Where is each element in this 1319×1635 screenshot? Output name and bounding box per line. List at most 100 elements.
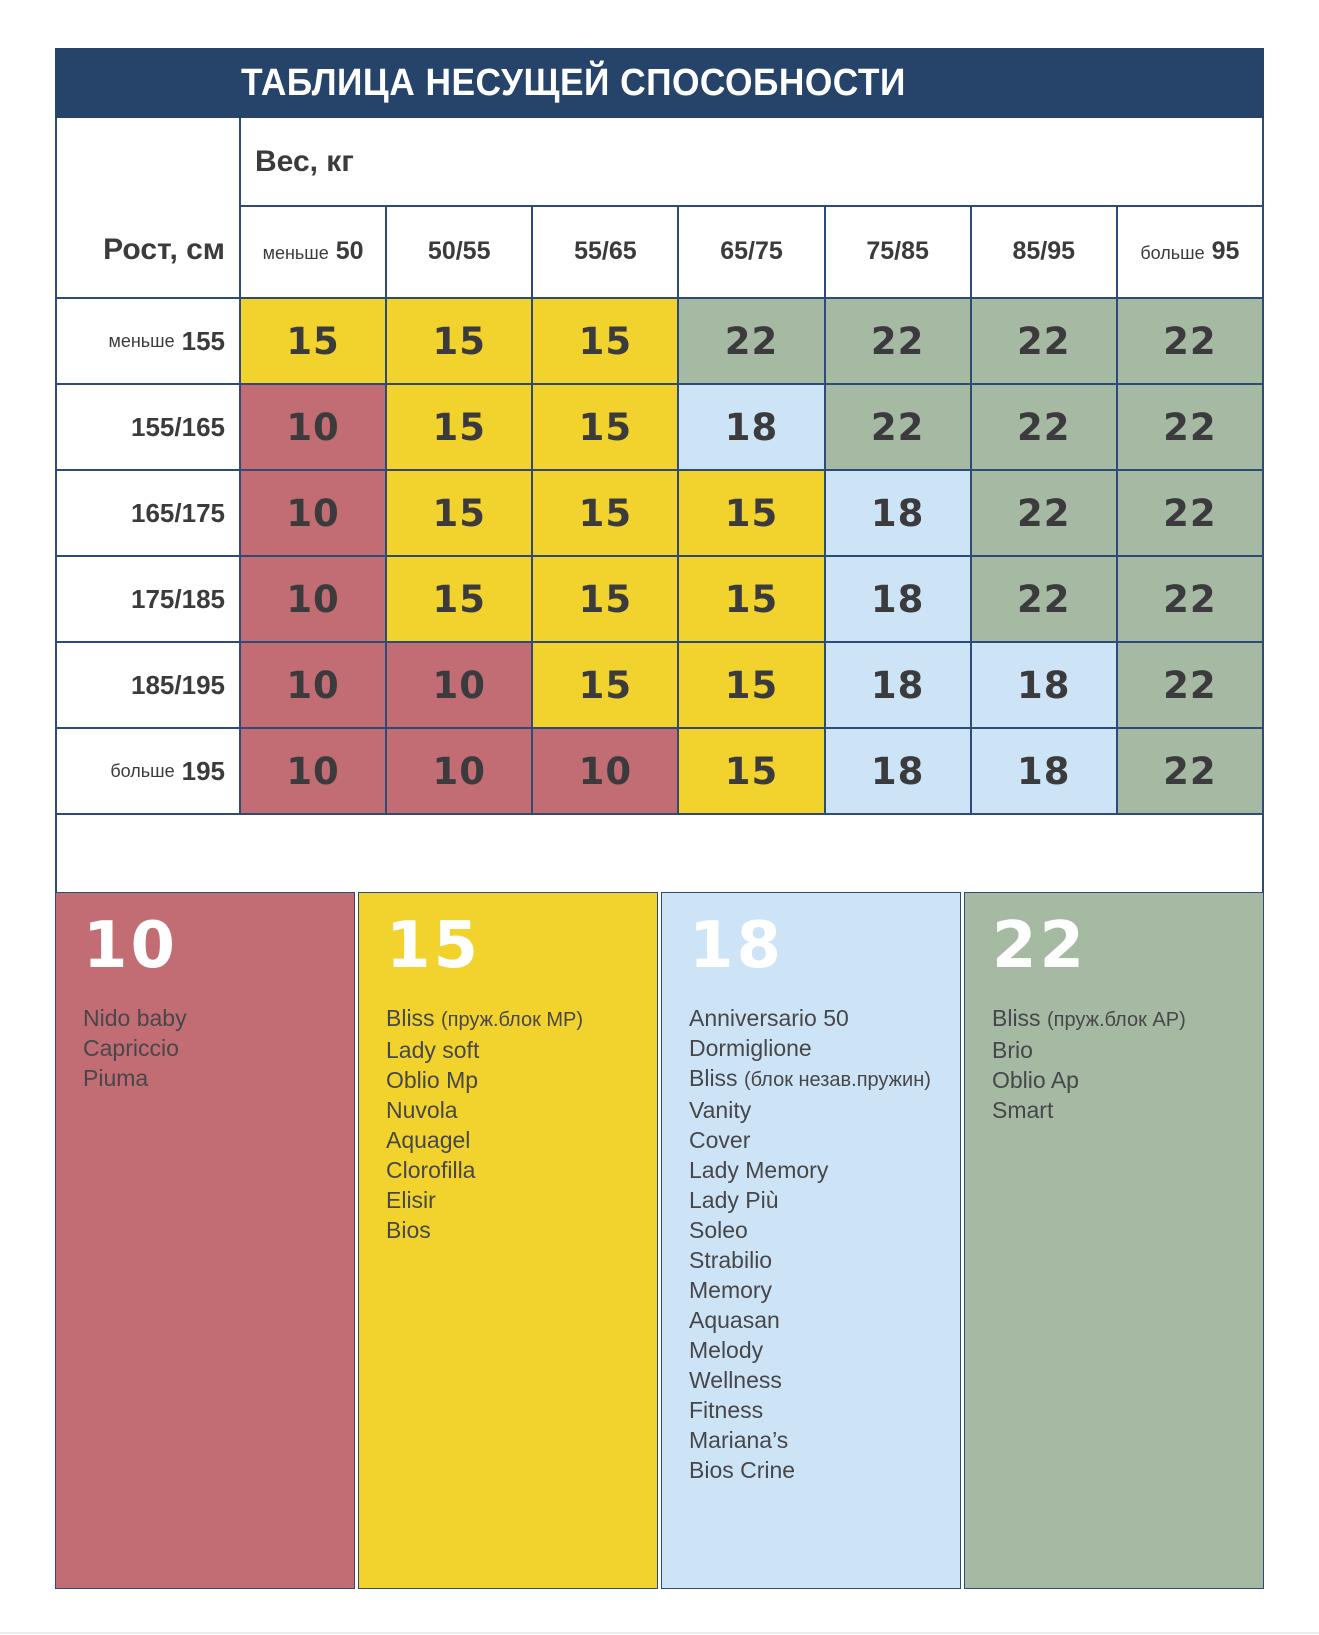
- capacity-cell: 22: [969, 469, 1116, 555]
- capacity-cell: 10: [385, 641, 532, 727]
- label-prefix: больше: [1140, 243, 1205, 263]
- label-value: 175/185: [131, 583, 225, 614]
- height-row-header: 185/195: [57, 641, 239, 727]
- weight-column-header: 65/75: [677, 205, 824, 297]
- capacity-value: 15: [578, 491, 633, 535]
- label-value: 185/195: [131, 669, 225, 700]
- legend-product-name: Cover: [689, 1127, 751, 1154]
- bottom-rule: [0, 1632, 1319, 1634]
- capacity-cell: 22: [1115, 297, 1262, 383]
- legend-value: 18: [689, 909, 785, 983]
- legend-product-name: Smart: [992, 1097, 1054, 1124]
- capacity-value: 22: [1017, 577, 1071, 621]
- capacity-cell: 15: [531, 383, 678, 469]
- weight-column-header: меньше 50: [239, 205, 386, 297]
- capacity-cell: 15: [385, 383, 532, 469]
- label-value: 75/85: [866, 237, 929, 265]
- capacity-value: 18: [1017, 749, 1071, 793]
- capacity-value: 22: [1163, 319, 1217, 363]
- legend-product-name: Lady Più: [689, 1187, 779, 1214]
- capacity-cell: 22: [969, 297, 1116, 383]
- capacity-cell: 15: [531, 641, 678, 727]
- label-prefix: меньше: [108, 330, 175, 351]
- capacity-cell: 15: [677, 469, 824, 555]
- legend-value: 22: [992, 909, 1088, 983]
- height-row-header: меньше 155: [57, 297, 239, 383]
- legend-product-name: Bios Crine: [689, 1457, 796, 1484]
- capacity-cell: 18: [677, 383, 824, 469]
- capacity-cell: 22: [1115, 383, 1262, 469]
- legend-product-name: Clorofilla: [386, 1157, 476, 1184]
- label-value: 50/55: [427, 237, 491, 265]
- capacity-value: 10: [286, 663, 340, 707]
- capacity-value: 15: [578, 577, 633, 621]
- legend-product-name: Lady Memory: [689, 1157, 829, 1184]
- legend-value: 10: [83, 909, 179, 983]
- capacity-value: 10: [286, 491, 340, 535]
- capacity-value: 22: [724, 319, 779, 363]
- legend-product-name: Fitness: [689, 1397, 764, 1424]
- capacity-cell: 22: [823, 383, 970, 469]
- label-value: 195: [181, 755, 225, 786]
- label-value: 85/95: [1012, 237, 1076, 265]
- capacity-value: 22: [1017, 319, 1071, 363]
- capacity-cell: 10: [531, 727, 678, 813]
- weight-axis-cell: Вес, кг: [239, 118, 1262, 205]
- capacity-value: 15: [578, 663, 633, 707]
- capacity-cell: 15: [531, 555, 678, 641]
- capacity-table: Рост, см Вес, кг меньше 50 50/55 55/65 65/75…: [55, 118, 1264, 892]
- legend-product-name: Vanity: [689, 1097, 752, 1124]
- capacity-value: 22: [1017, 491, 1071, 535]
- capacity-value: 15: [724, 663, 779, 707]
- capacity-value: 22: [1163, 663, 1217, 707]
- capacity-cell: 15: [239, 297, 386, 383]
- legend-column: 15 Bliss (пруж.блок MP) Lady soft Oblio Mp N…: [358, 892, 658, 1589]
- legend-column: 18 Anniversario 50 Dormiglione Bliss (блок …: [661, 892, 961, 1589]
- capacity-cell: 15: [677, 727, 824, 813]
- capacity-value: 15: [432, 319, 486, 363]
- capacity-cell: 15: [531, 297, 678, 383]
- capacity-value: 15: [578, 405, 633, 449]
- legend-product-name: Oblio Mp: [386, 1067, 479, 1094]
- label-value: 55/65: [574, 237, 637, 265]
- capacity-cell: 15: [677, 641, 824, 727]
- capacity-value: 15: [286, 319, 340, 363]
- capacity-cell: 22: [1115, 727, 1262, 813]
- legend-product-name: Piuma: [83, 1065, 149, 1092]
- capacity-cell: 18: [969, 727, 1116, 813]
- label-prefix: больше: [110, 760, 175, 781]
- capacity-value: 15: [724, 577, 779, 621]
- height-row-header: 155/165: [57, 383, 239, 469]
- capacity-value: 22: [1163, 491, 1217, 535]
- weight-column-header: 85/95: [969, 205, 1116, 297]
- capacity-cell: 18: [823, 641, 970, 727]
- title-bar: ТАБЛИЦА НЕСУЩЕЙ СПОСОБНОСТИ: [55, 48, 1264, 118]
- legend-product-name: Strabilio: [689, 1247, 773, 1274]
- capacity-cell: 15: [677, 555, 824, 641]
- capacity-value: 22: [1163, 577, 1217, 621]
- legend-product-name: Memory: [689, 1277, 773, 1304]
- legend-product-note: (пруж.блок AP): [1046, 1009, 1186, 1032]
- capacity-cell: 22: [677, 297, 824, 383]
- capacity-cell: 18: [823, 555, 970, 641]
- page-title: ТАБЛИЦА НЕСУЩЕЙ СПОСОБНОСТИ: [241, 61, 906, 104]
- capacity-cell: 15: [385, 297, 532, 383]
- legend: 10 Nido baby Capriccio Piuma 15 Bliss (пруж.б…: [55, 892, 1264, 1589]
- capacity-value: 22: [1163, 749, 1217, 793]
- legend-product-name: Aquagel: [386, 1127, 471, 1154]
- weight-column-header: 55/65: [531, 205, 678, 297]
- label-value: 65/75: [720, 237, 783, 265]
- legend-product-name: Bliss (пруж.блок MP): [386, 1005, 584, 1032]
- capacity-cell: 10: [385, 727, 532, 813]
- legend-column: 22 Bliss (пруж.блок AP) Brio Oblio Ap Smart: [964, 892, 1264, 1589]
- capacity-value: 10: [286, 577, 340, 621]
- legend-product-name: Wellness: [689, 1367, 782, 1394]
- label-value: 50: [335, 237, 364, 265]
- legend-product-name: Elisir: [386, 1187, 436, 1214]
- capacity-value: 10: [286, 405, 340, 449]
- legend-product-name: Melody: [689, 1337, 764, 1364]
- label-value: 95: [1211, 237, 1240, 265]
- height-row-header: 175/185: [57, 555, 239, 641]
- legend-product-name: Oblio Ap: [992, 1067, 1079, 1094]
